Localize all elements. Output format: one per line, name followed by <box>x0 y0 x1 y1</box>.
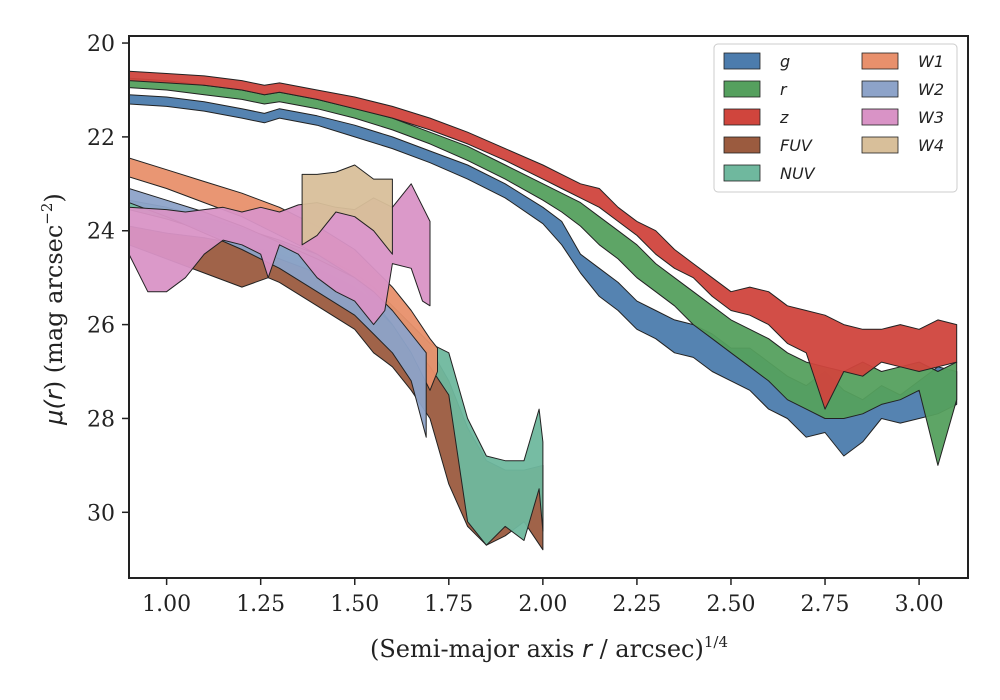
x-tick-label: 1.25 <box>236 592 285 617</box>
legend-label-w2: W2 <box>918 80 944 99</box>
legend-swatch-nuv <box>723 164 761 182</box>
legend-label-w1: W1 <box>918 52 944 71</box>
y-tick-label: 22 <box>87 126 115 151</box>
x-tick-label: 2.75 <box>801 592 850 617</box>
band-z <box>129 70 958 410</box>
band-w3 <box>129 183 431 326</box>
legend-swatch-w2 <box>861 80 899 98</box>
legend-label-w4: W4 <box>918 136 944 155</box>
band-r <box>129 77 958 466</box>
legend-swatch-w3 <box>861 108 899 126</box>
legend-label-z: z <box>779 108 789 127</box>
x-tick-label: 2.50 <box>706 592 755 617</box>
x-tick-label: 3.00 <box>895 592 944 617</box>
x-tick-label: 1.75 <box>424 592 473 617</box>
legend: grz FUV NUV W1 W2 W3 W4 <box>713 43 958 193</box>
y-tick-label: 24 <box>87 220 115 245</box>
legend-swatch-g <box>723 52 761 70</box>
x-tick-label: 2.00 <box>518 592 567 617</box>
legend-swatch-fuv <box>723 136 761 154</box>
y-tick-label: 28 <box>87 407 115 432</box>
x-axis-ticks: 1.00 1.25 1.50 1.75 2.00 2.25 2.50 2.75 3.00 <box>142 578 944 617</box>
y-axis-ticks: 20 22 24 26 28 30 <box>87 32 129 526</box>
y-tick-label: 20 <box>87 32 115 57</box>
legend-swatch-r <box>723 80 761 98</box>
x-tick-label: 1.50 <box>330 592 379 617</box>
legend-label-nuv: NUV <box>780 164 816 183</box>
x-axis-label: (Semi-major axis r / arcsec)1/4 <box>370 633 728 663</box>
x-tick-label: 2.25 <box>612 592 661 617</box>
y-tick-label: 30 <box>87 501 115 526</box>
legend-swatch-z <box>723 108 761 126</box>
band-w4 <box>301 164 393 255</box>
legend-label-fuv: FUV <box>780 136 813 155</box>
legend-label-r: r <box>780 80 788 99</box>
legend-swatch-w1 <box>861 52 899 70</box>
legend-label-w3: W3 <box>918 108 944 127</box>
areas-layer <box>129 70 958 551</box>
y-axis-label: μ(r) (mag arcsec−2) <box>38 193 68 426</box>
plot-frame <box>128 35 969 579</box>
legend-label-g: g <box>780 52 790 71</box>
y-tick-label: 26 <box>87 314 115 339</box>
x-tick-label: 1.00 <box>142 592 191 617</box>
legend-swatch-w4 <box>861 136 899 154</box>
